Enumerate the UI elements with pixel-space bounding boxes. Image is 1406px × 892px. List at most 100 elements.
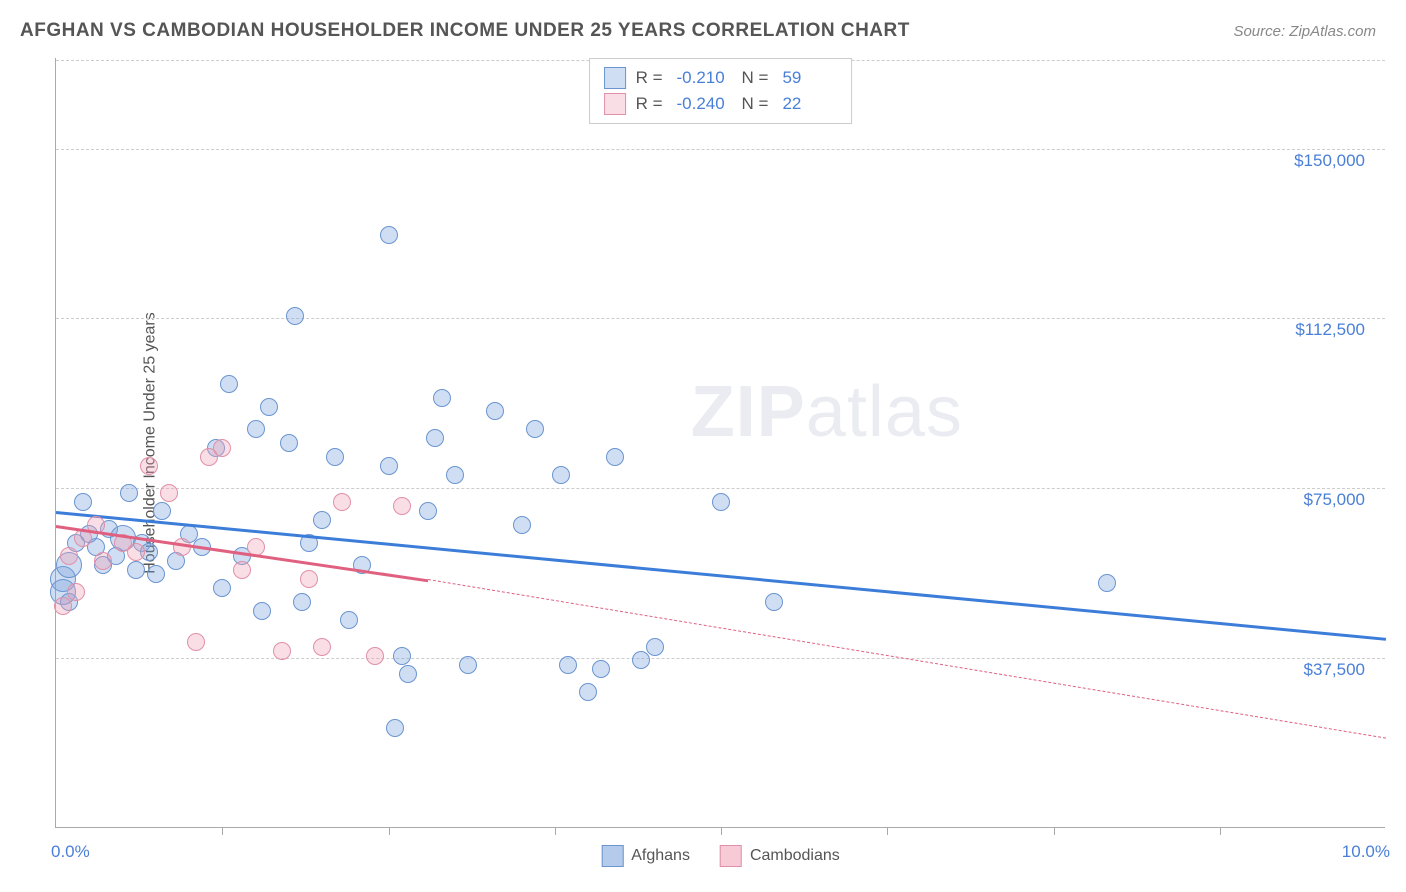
scatter-point [213,439,231,457]
x-tick-mark [721,827,722,835]
legend-swatch [604,67,626,89]
scatter-point [213,579,231,597]
y-tick-label: $75,000 [1304,490,1365,510]
scatter-point [433,389,451,407]
legend-n-label: N = [742,68,769,88]
scatter-point [127,543,145,561]
chart-container: Householder Income Under 25 years ZIPatl… [55,58,1385,828]
scatter-point [426,429,444,447]
legend-r-value: -0.240 [677,94,732,114]
x-tick-label: 10.0% [1342,842,1390,862]
legend-row: R = -0.240 N = 22 [604,91,838,117]
scatter-point [187,633,205,651]
scatter-point [326,448,344,466]
scatter-point [286,307,304,325]
gridline [56,149,1385,150]
legend-r-label: R = [636,68,663,88]
legend-row: R = -0.210 N = 59 [604,65,838,91]
scatter-point [260,398,278,416]
scatter-point [386,719,404,737]
scatter-point [380,457,398,475]
scatter-point [74,493,92,511]
scatter-point [127,561,145,579]
scatter-point [300,570,318,588]
watermark-atlas: atlas [806,372,963,452]
legend-swatch [604,93,626,115]
x-tick-mark [555,827,556,835]
chart-title: AFGHAN VS CAMBODIAN HOUSEHOLDER INCOME U… [20,20,910,42]
scatter-point [592,660,610,678]
scatter-point [54,597,72,615]
scatter-point [646,638,664,656]
scatter-point [1098,574,1116,592]
scatter-point [120,484,138,502]
legend-n-value: 22 [782,94,837,114]
y-tick-label: $112,500 [1295,320,1365,340]
gridline [56,488,1385,489]
chart-header: AFGHAN VS CAMBODIAN HOUSEHOLDER INCOME U… [0,0,1406,52]
scatter-point [380,226,398,244]
correlation-legend: R = -0.210 N = 59 R = -0.240 N = 22 [589,58,853,124]
legend-label: Afghans [631,847,690,865]
scatter-point [313,511,331,529]
scatter-point [293,593,311,611]
scatter-point [606,448,624,466]
x-tick-mark [389,827,390,835]
scatter-point [632,651,650,669]
series-legend: Afghans Cambodians [601,845,840,867]
legend-n-value: 59 [782,68,837,88]
y-tick-label: $37,500 [1304,660,1365,680]
scatter-point [280,434,298,452]
scatter-point [247,420,265,438]
scatter-point [419,502,437,520]
x-tick-mark [222,827,223,835]
scatter-point [340,611,358,629]
legend-r-label: R = [636,94,663,114]
legend-swatch [601,845,623,867]
legend-swatch [720,845,742,867]
scatter-point [60,547,78,565]
legend-item: Cambodians [720,845,840,867]
legend-n-label: N = [742,94,769,114]
scatter-point [153,502,171,520]
plot-area: ZIPatlas R =-0.210N =59R =-0.240N =22 Af… [55,58,1385,828]
x-tick-mark [1220,827,1221,835]
scatter-point [459,656,477,674]
scatter-point [173,538,191,556]
scatter-point [220,375,238,393]
scatter-point [393,647,411,665]
scatter-point [233,561,251,579]
x-tick-mark [887,827,888,835]
scatter-point [313,638,331,656]
scatter-point [513,516,531,534]
scatter-point [559,656,577,674]
scatter-point [253,602,271,620]
scatter-point [140,457,158,475]
scatter-point [552,466,570,484]
scatter-point [486,402,504,420]
scatter-point [526,420,544,438]
watermark-zip: ZIP [691,372,806,452]
source-attribution: Source: ZipAtlas.com [1233,23,1376,40]
scatter-point [399,665,417,683]
trend-line [56,511,1386,640]
x-tick-mark [1054,827,1055,835]
x-tick-label: 0.0% [51,842,90,862]
scatter-point [765,593,783,611]
legend-r-value: -0.210 [677,68,732,88]
scatter-point [147,565,165,583]
scatter-point [160,484,178,502]
scatter-point [446,466,464,484]
scatter-point [366,647,384,665]
scatter-point [579,683,597,701]
scatter-point [393,497,411,515]
scatter-point [333,493,351,511]
gridline [56,318,1385,319]
y-tick-label: $150,000 [1294,151,1365,171]
scatter-point [67,583,85,601]
scatter-point [273,642,291,660]
watermark: ZIPatlas [691,371,963,453]
scatter-point [94,552,112,570]
gridline [56,658,1385,659]
legend-item: Afghans [601,845,690,867]
